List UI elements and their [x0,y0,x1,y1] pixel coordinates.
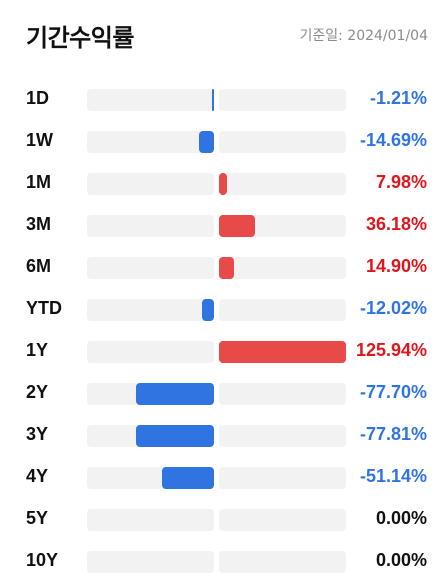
return-value: 0.00% [375,550,427,570]
negative-track [87,257,214,279]
period-label: 2Y [26,382,49,402]
positive-track [219,341,346,363]
positive-track [219,383,346,405]
return-row-1w: 1W -14.69% [0,120,448,162]
return-value: 14.90% [365,256,427,276]
positive-track [219,131,346,153]
negative-return-bar [212,89,214,111]
positive-track [219,509,346,531]
negative-track [87,299,214,321]
positive-track [219,173,346,195]
return-value: 7.98% [375,172,427,192]
page-title: 기간수익률 [26,24,134,52]
negative-track [87,89,214,111]
positive-return-bar [219,341,346,363]
period-label: 6M [26,256,52,276]
period-label: 1Y [26,340,49,360]
return-value: -1.21% [369,88,427,108]
negative-track [87,173,214,195]
return-value: 36.18% [365,214,427,234]
positive-track [219,551,346,573]
positive-track [219,299,346,321]
negative-track [87,425,214,447]
period-label: 1M [26,172,52,192]
negative-track [87,383,214,405]
return-row-ytd: YTD -12.02% [0,288,448,330]
period-label: 3M [26,214,52,234]
base-date: 기준일: 2024/01/04 [299,28,429,44]
return-row-1y: 1Y 125.94% [0,330,448,372]
return-row-4y: 4Y -51.14% [0,456,448,498]
negative-return-bar [135,383,214,405]
positive-track [219,215,346,237]
positive-track [219,467,346,489]
return-value: -51.14% [359,466,427,486]
negative-track [87,467,214,489]
return-value: -12.02% [359,298,427,318]
period-label: 5Y [26,508,49,528]
negative-return-bar [199,131,214,153]
period-label: 1W [26,130,53,150]
header: 기간수익률 기준일: 2024/01/04 [26,18,428,52]
period-label: 1D [26,88,50,108]
return-row-1d: 1D -1.21% [0,78,448,120]
return-value: -14.69% [359,130,427,150]
period-label: 10Y [26,550,59,570]
negative-track [87,509,214,531]
period-label: 3Y [26,424,49,444]
return-value: 0.00% [375,508,427,528]
negative-return-bar [162,467,214,489]
return-row-3m: 3M 36.18% [0,204,448,246]
negative-track [87,215,214,237]
return-row-6m: 6M 14.90% [0,246,448,288]
period-label: 4Y [26,466,49,486]
return-value: 125.94% [355,340,427,360]
return-value: -77.81% [359,424,427,444]
negative-track [87,551,214,573]
positive-return-bar [219,257,235,279]
return-row-5y: 5Y 0.00% [0,498,448,540]
positive-return-bar [219,173,228,195]
return-row-1m: 1M 7.98% [0,162,448,204]
return-row-10y: 10Y 0.00% [0,540,448,582]
negative-return-bar [201,299,214,321]
return-row-3y: 3Y -77.81% [0,414,448,456]
negative-track [87,131,214,153]
negative-return-bar [135,425,214,447]
positive-track [219,89,346,111]
period-label: YTD [26,298,62,318]
positive-track [219,425,346,447]
positive-return-bar [219,215,256,237]
positive-track [219,257,346,279]
negative-track [87,341,214,363]
return-value: -77.70% [359,382,427,402]
return-row-2y: 2Y -77.70% [0,372,448,414]
